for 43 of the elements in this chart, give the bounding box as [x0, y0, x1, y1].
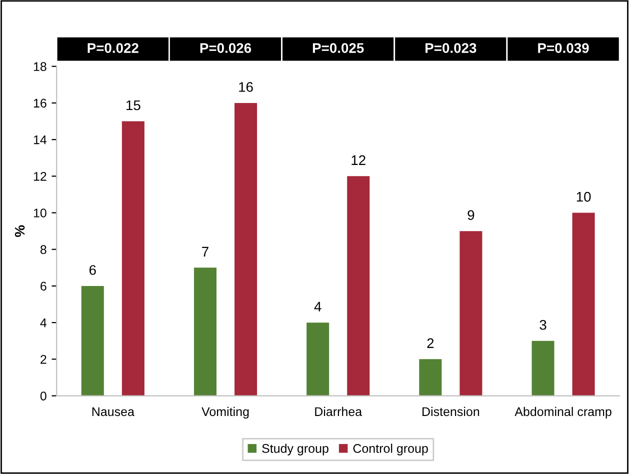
- y-tick-label: 6: [40, 282, 46, 291]
- text: P=0.022: [88, 43, 138, 53]
- x-tick-label: Abdominal cramp: [514, 406, 612, 419]
- bar: [306, 322, 330, 396]
- data-label: 3: [540, 320, 546, 330]
- x-tick-label: Diarrhea: [315, 406, 362, 416]
- y-tick-label: 2: [40, 354, 46, 364]
- data-label: 4: [314, 302, 322, 312]
- y-tick-label: 8: [40, 245, 46, 254]
- data-label: 10: [576, 192, 591, 202]
- legend-label: Control group: [353, 444, 428, 456]
- text: P=0.039: [538, 43, 589, 53]
- data-label: 6: [89, 265, 96, 275]
- text: P=0.025: [312, 43, 364, 53]
- y-tick-label: 4: [40, 318, 47, 328]
- bar: [122, 121, 144, 396]
- bar: [347, 176, 370, 396]
- bar: [194, 268, 216, 396]
- y-tick-label: 16: [34, 98, 46, 108]
- text: P=0.023: [426, 43, 476, 53]
- data-label: 15: [126, 100, 140, 110]
- data-label: 2: [427, 338, 434, 348]
- y-tick-label: 18: [34, 62, 46, 72]
- data-label: 16: [239, 82, 253, 92]
- x-tick-label: Distension: [422, 406, 480, 416]
- x-tick-label: Nausea: [92, 407, 134, 416]
- bar: [419, 359, 442, 396]
- bar: [234, 102, 258, 396]
- y-tick-label: 14: [34, 135, 47, 144]
- x-tick-label: Vomiting: [202, 406, 249, 419]
- bar: [532, 340, 554, 396]
- bar: [572, 212, 595, 396]
- y-axis-title: %: [14, 225, 25, 237]
- y-tick-label: 0: [40, 392, 46, 400]
- data-label: 12: [352, 155, 366, 165]
- data-label: 7: [202, 246, 208, 256]
- bar: [460, 231, 482, 396]
- data-label: 9: [468, 210, 474, 220]
- y-tick-label: 10: [34, 208, 46, 218]
- y-tick-label: 12: [34, 172, 46, 181]
- bar: [81, 286, 104, 396]
- text: P=0.026: [200, 43, 252, 53]
- legend-label: Study group: [262, 444, 328, 456]
